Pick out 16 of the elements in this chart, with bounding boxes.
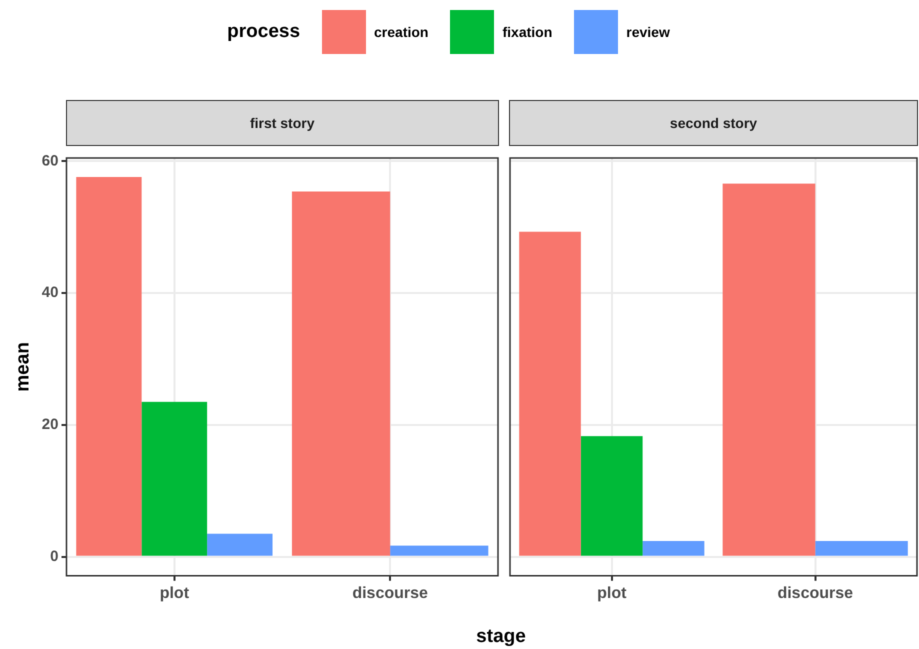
text: review <box>626 24 670 40</box>
y-tick-label: 40 <box>42 284 58 302</box>
y-tick-label: 20 <box>42 416 58 434</box>
y-tick-label: 0 <box>50 548 58 565</box>
x-tick-label: discourse <box>777 584 854 602</box>
x-tick-label: plot <box>597 584 628 602</box>
x-tick-label: plot <box>160 584 190 602</box>
text: creation <box>374 24 428 40</box>
chart-title: first story <box>66 100 499 146</box>
y-axis-title: mean <box>12 342 34 392</box>
y-tick-label: 60 <box>42 152 58 170</box>
x-axis-title: stage <box>475 626 527 648</box>
x-tick-label: discourse <box>352 584 428 602</box>
legend-title: process <box>227 21 300 43</box>
text: fixation <box>502 24 552 40</box>
chart-title: second story <box>509 100 918 146</box>
